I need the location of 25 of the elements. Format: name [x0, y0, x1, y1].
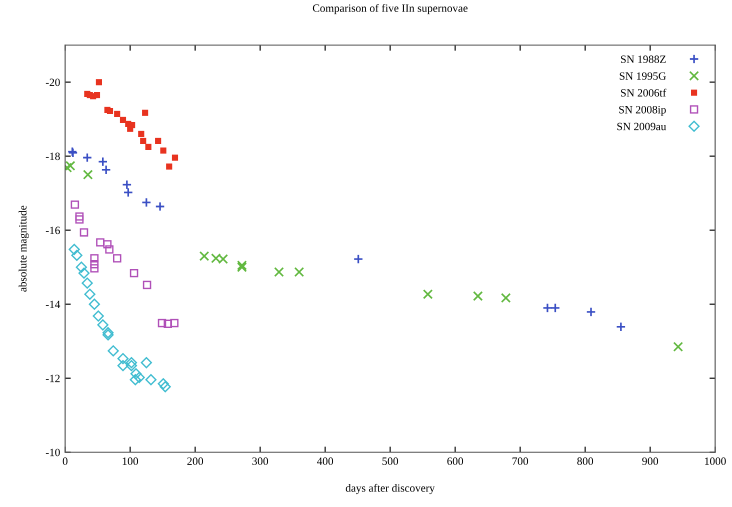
x-tick-label: 1000 [705, 457, 726, 465]
legend-label: SN 2008ip [619, 106, 666, 116]
y-tick-label: -12 [46, 374, 60, 382]
legend-label: SN 1995G [620, 72, 666, 80]
x-axis-title: days after discovery [346, 484, 435, 494]
x-tick-label: 500 [382, 457, 398, 465]
y-tick-label: -20 [46, 78, 60, 86]
y-tick-label: -14 [46, 300, 60, 308]
x-tick-label: 800 [577, 457, 594, 465]
x-tick-label: 0 [62, 457, 68, 465]
legend-label: SN 2006tf [621, 88, 666, 97]
y-tick-label: -18 [46, 152, 60, 160]
x-tick-label: 600 [447, 457, 464, 465]
x-tick-label: 400 [317, 457, 334, 465]
x-tick-label: 300 [252, 457, 268, 465]
x-tick-label: 900 [642, 457, 658, 465]
x-tick-label: 700 [512, 457, 528, 465]
x-tick-label: 100 [122, 457, 138, 465]
chart-title: Comparison of five IIn supernovae [312, 4, 468, 14]
y-tick-label: -10 [46, 448, 60, 456]
y-tick-label: -16 [46, 226, 60, 234]
y-axis-title: absolute magnitude [18, 206, 29, 292]
legend-label: SN 1988Z [621, 56, 666, 64]
x-tick-label: 200 [187, 457, 204, 465]
legend-label: SN 2009au [617, 122, 666, 130]
